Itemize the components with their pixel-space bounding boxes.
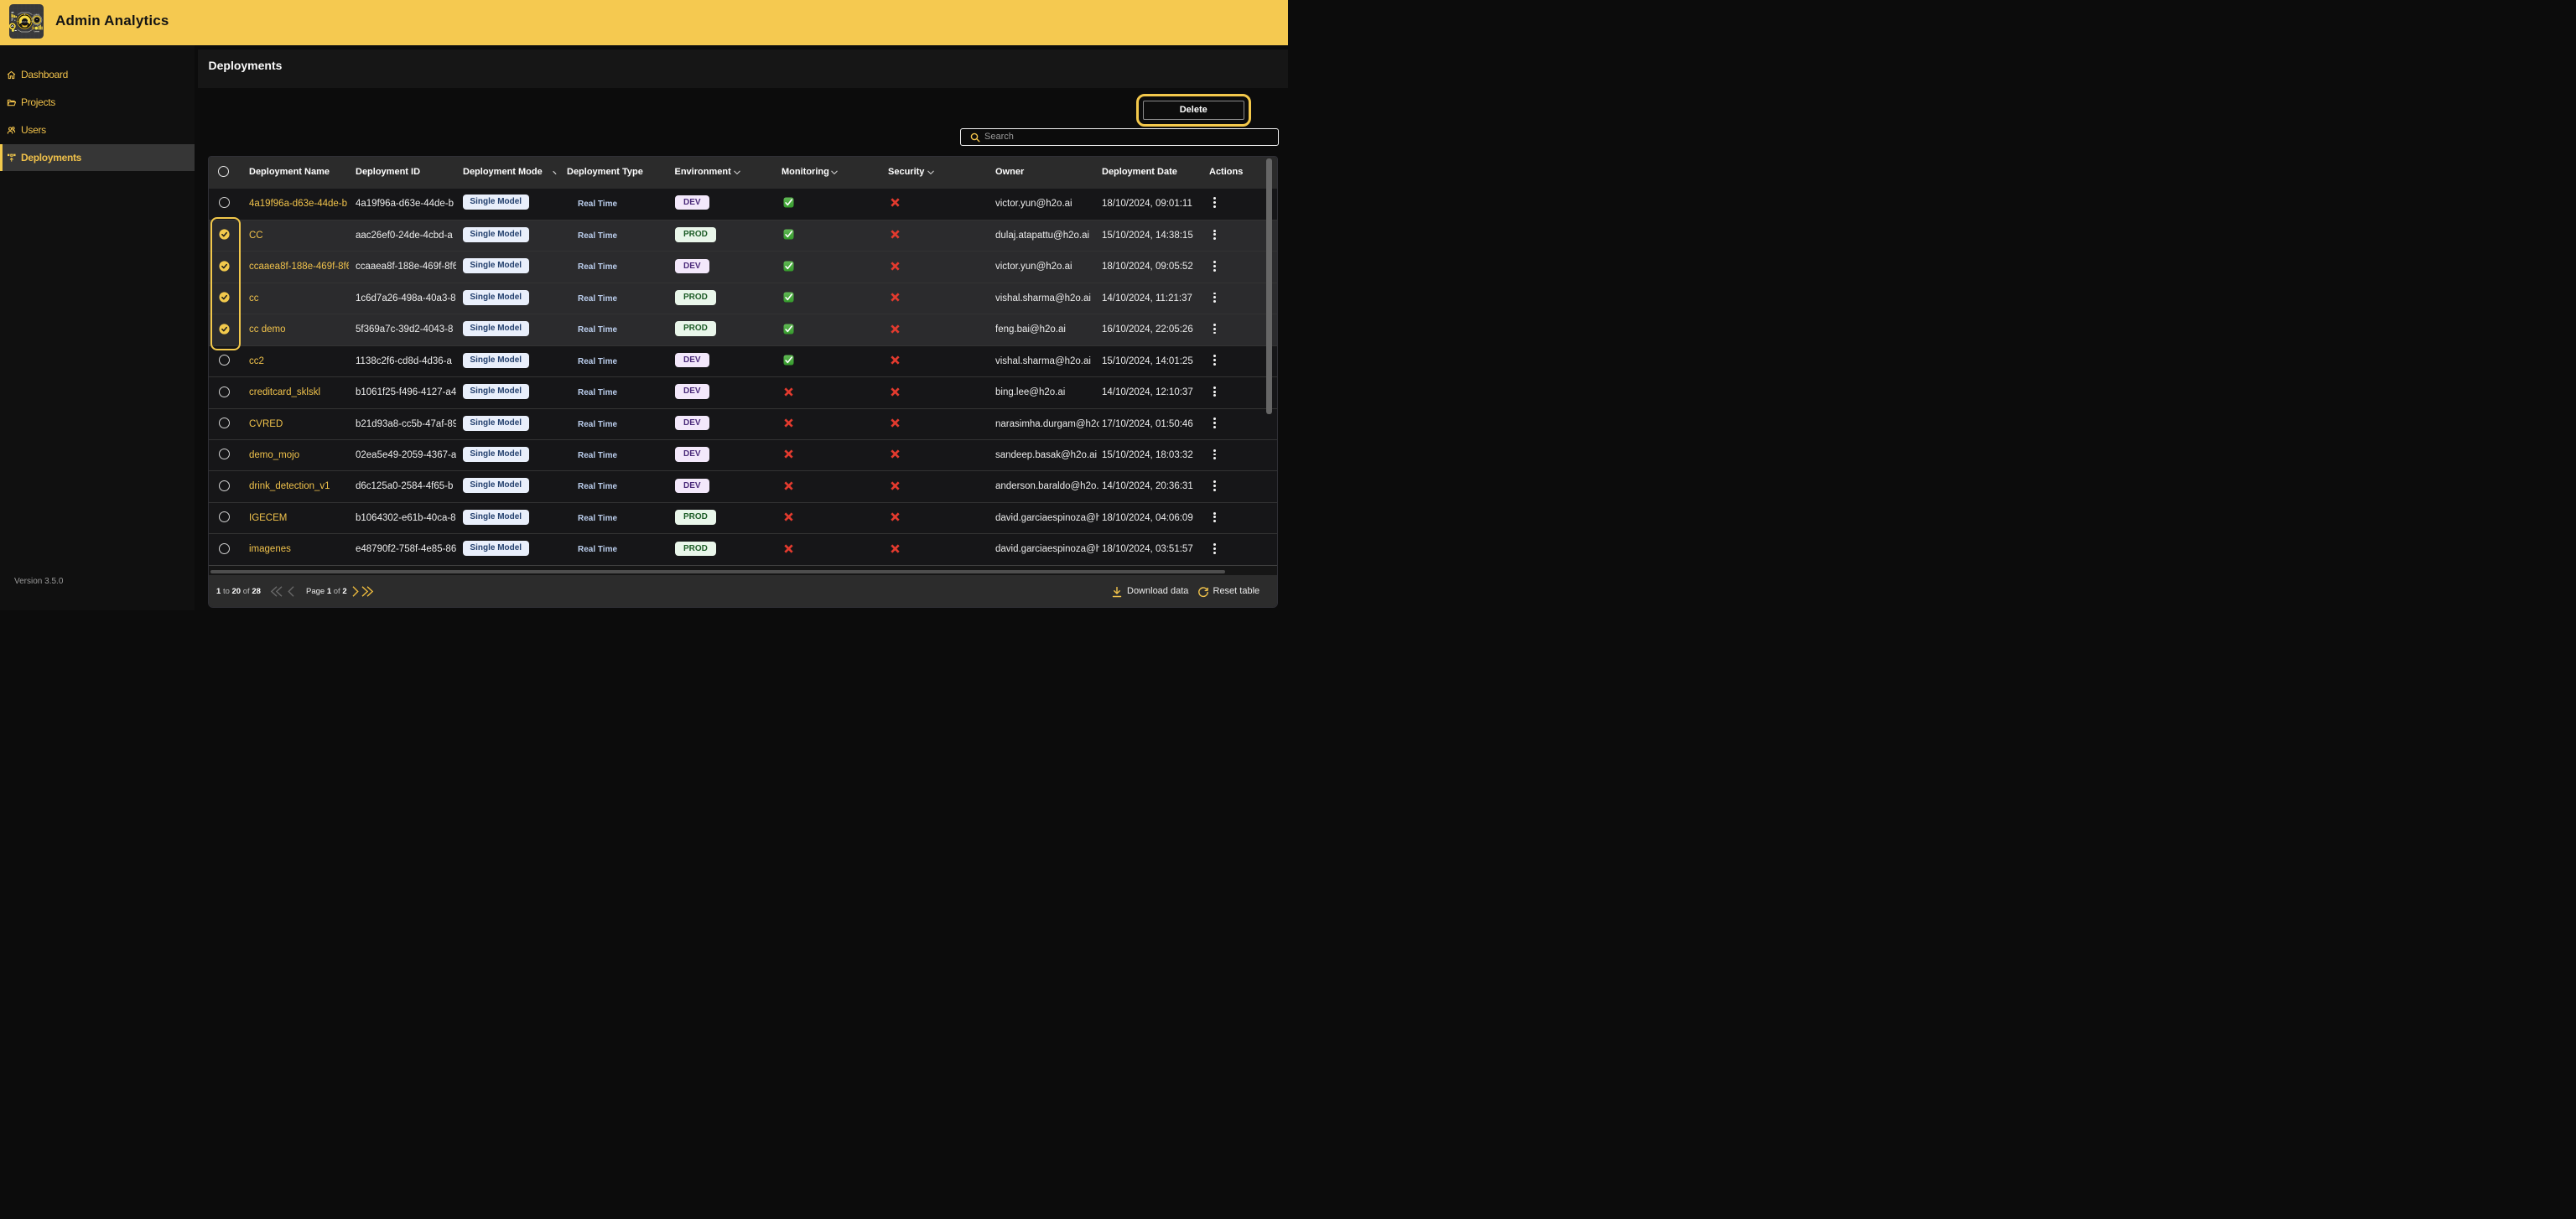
svg-text:02:18:37: 02:18:37 — [21, 20, 29, 23]
